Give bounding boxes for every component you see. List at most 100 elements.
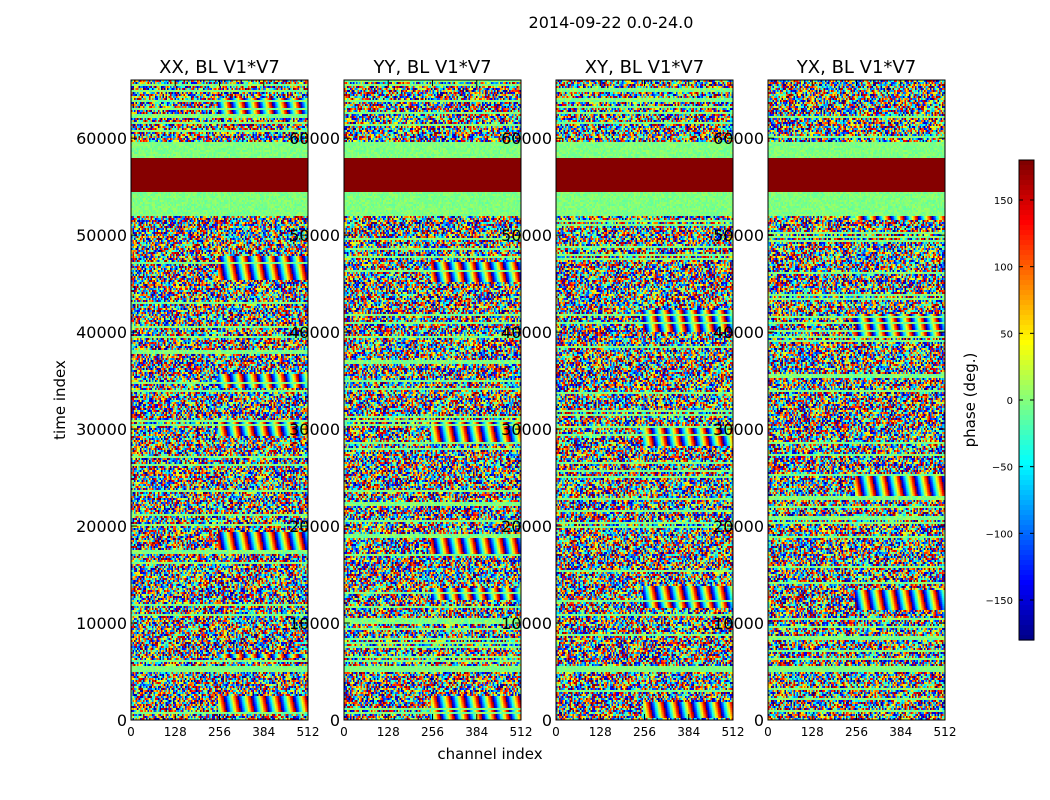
- colorbar-swatch-90: [1019, 610, 1034, 616]
- colorbar-swatch-28: [1019, 300, 1034, 306]
- colorbar-swatch-58: [1019, 450, 1034, 456]
- colorbar-swatch-24: [1019, 280, 1034, 286]
- panel-3: YX, BL V1*V7 0 128 256 384 512 0 10000 20000 3000…: [713, 57, 956, 739]
- panel-0-heatmap: [131, 80, 308, 720]
- colorbar-swatch-0: [1019, 160, 1034, 166]
- colorbar-swatch-52: [1019, 420, 1034, 426]
- colorbar-swatch-42: [1019, 370, 1034, 376]
- colorbar-swatch-21: [1019, 265, 1034, 271]
- colorbar-swatch-35: [1019, 335, 1034, 341]
- colorbar-swatch-29: [1019, 305, 1034, 311]
- colorbar-swatch-12: [1019, 220, 1034, 226]
- panel-0-xtick-label-1: 128: [164, 725, 187, 739]
- panel-1-xtick-label-4: 512: [510, 725, 533, 739]
- panel-3-ytick-label-2: 20000: [713, 517, 764, 536]
- panel-2-ytick-label-6: 60000: [501, 129, 552, 148]
- panel-2-ytick-label-3: 30000: [501, 420, 552, 439]
- colorbar-swatch-19: [1019, 255, 1034, 261]
- colorbar-swatch-18: [1019, 250, 1034, 256]
- colorbar-swatch-1: [1019, 165, 1034, 171]
- panel-0-ytick-label-0: 0: [117, 711, 127, 730]
- colorbar-swatch-4: [1019, 180, 1034, 186]
- colorbar-swatch-63: [1019, 475, 1034, 481]
- colorbar-swatch-8: [1019, 200, 1034, 206]
- colorbar-swatch-60: [1019, 460, 1034, 466]
- panel-3-xtick-label-1: 128: [801, 725, 824, 739]
- panel-1-ytick-label-5: 50000: [289, 226, 340, 245]
- colorbar-swatch-40: [1019, 360, 1034, 366]
- panel-3-ytick-label-5: 50000: [713, 226, 764, 245]
- colorbar-swatch-85: [1019, 585, 1034, 591]
- panel-0-xtick-label-3: 384: [252, 725, 275, 739]
- colorbar-swatch-70: [1019, 510, 1034, 516]
- colorbar-swatch-23: [1019, 275, 1034, 281]
- colorbar-swatch-26: [1019, 290, 1034, 296]
- x-axis-label: channel index: [437, 745, 542, 763]
- colorbar-swatch-75: [1019, 535, 1034, 541]
- colorbar-swatch-67: [1019, 495, 1034, 501]
- panel-3-ytick-label-4: 40000: [713, 323, 764, 342]
- colorbar-swatch-86: [1019, 590, 1034, 596]
- panel-1-xtick-label-0: 0: [340, 725, 348, 739]
- colorbar-tick-label-3: 0: [1007, 396, 1013, 407]
- colorbar-swatch-72: [1019, 520, 1034, 526]
- colorbar-swatch-6: [1019, 190, 1034, 196]
- colorbar-swatch-15: [1019, 235, 1034, 241]
- panel-1-heatmap: [344, 80, 521, 720]
- panel-2-title: XY, BL V1*V7: [585, 57, 704, 78]
- panel-1-ytick-label-1: 10000: [289, 614, 340, 633]
- panel-2-ytick-label-1: 10000: [501, 614, 552, 633]
- panel-0-xtick-label-4: 512: [297, 725, 320, 739]
- colorbar-swatch-54: [1019, 430, 1034, 436]
- colorbar-swatch-59: [1019, 455, 1034, 461]
- colorbar-swatch-95: [1019, 635, 1034, 641]
- colorbar-swatch-46: [1019, 390, 1034, 396]
- panel-0-ytick-label-1: 10000: [76, 614, 127, 633]
- colorbar-swatch-27: [1019, 295, 1034, 301]
- colorbar-swatch-39: [1019, 355, 1034, 361]
- colorbar-swatch-34: [1019, 330, 1034, 336]
- panel-0-ytick-label-5: 50000: [76, 226, 127, 245]
- panel-3-ytick-label-3: 30000: [713, 420, 764, 439]
- colorbar-swatch-20: [1019, 260, 1034, 266]
- panel-0-ytick-label-3: 30000: [76, 420, 127, 439]
- colorbar-swatch-41: [1019, 365, 1034, 371]
- figure-title: 2014-09-22 0.0-24.0: [529, 13, 694, 32]
- colorbar-swatch-73: [1019, 525, 1034, 531]
- colorbar-swatch-17: [1019, 245, 1034, 251]
- colorbar-swatch-66: [1019, 490, 1034, 496]
- colorbar-tick-label-2: 50: [1000, 329, 1013, 340]
- panel-1-ytick-label-6: 60000: [289, 129, 340, 148]
- panel-3-xtick-label-2: 256: [845, 725, 868, 739]
- panel-1-xtick-label-3: 384: [465, 725, 488, 739]
- colorbar-swatch-9: [1019, 205, 1034, 211]
- colorbar-swatch-87: [1019, 595, 1034, 601]
- colorbar-swatch-45: [1019, 385, 1034, 391]
- colorbar-swatch-76: [1019, 540, 1034, 546]
- panel-0-ytick-label-4: 40000: [76, 323, 127, 342]
- panel-3-xtick-label-0: 0: [764, 725, 772, 739]
- colorbar-swatch-10: [1019, 210, 1034, 216]
- colorbar-swatch-49: [1019, 405, 1034, 411]
- colorbar-swatch-56: [1019, 440, 1034, 446]
- colorbar-swatch-84: [1019, 580, 1034, 586]
- colorbar-swatch-48: [1019, 400, 1034, 406]
- colorbar-swatch-53: [1019, 425, 1034, 431]
- colorbar-swatch-80: [1019, 560, 1034, 566]
- panel-2-heatmap: [556, 80, 733, 720]
- panel-0: XX, BL V1*V7 0 128 256 384 512 0 10000 20000 3000…: [76, 57, 319, 739]
- colorbar-swatch-94: [1019, 630, 1034, 636]
- colorbar-swatch-64: [1019, 480, 1034, 486]
- panel-1-ytick-label-4: 40000: [289, 323, 340, 342]
- colorbar-swatch-43: [1019, 375, 1034, 381]
- colorbar-swatch-13: [1019, 225, 1034, 231]
- colorbar-swatch-79: [1019, 555, 1034, 561]
- panel-0-xtick-label-0: 0: [127, 725, 135, 739]
- panel-2-ytick-label-5: 50000: [501, 226, 552, 245]
- colorbar-swatch-11: [1019, 215, 1034, 221]
- panel-2-xtick-label-4: 512: [722, 725, 745, 739]
- y-axis-label: time index: [51, 360, 69, 440]
- colorbar-swatch-50: [1019, 410, 1034, 416]
- colorbar-swatch-74: [1019, 530, 1034, 536]
